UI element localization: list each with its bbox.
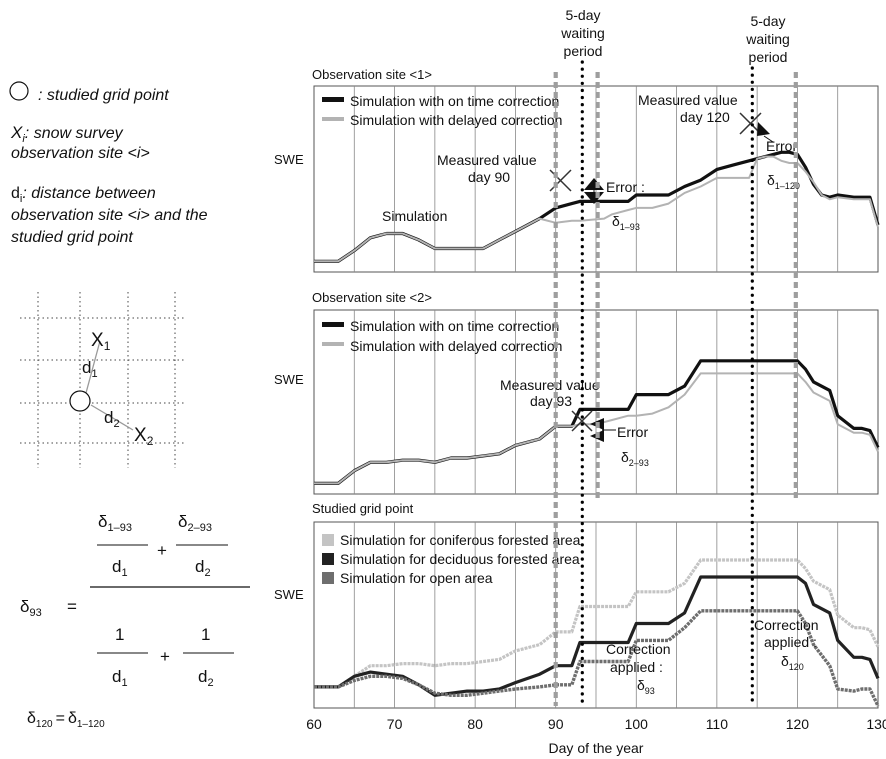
delta-1-93: δ1–93 bbox=[612, 213, 640, 232]
measured-90-line1: Measured value bbox=[437, 152, 537, 168]
waiting-label-1: 5-day waiting period bbox=[560, 7, 605, 59]
panel-2-ylabel: SWE bbox=[274, 372, 304, 387]
measured-93-line1: Measured value bbox=[500, 377, 600, 393]
series-line-1 bbox=[314, 558, 880, 689]
measured-120-line2: day 120 bbox=[680, 109, 730, 125]
formula-lhs: δ93 bbox=[20, 597, 42, 619]
legend-deciduous: Simulation for deciduous forested area bbox=[340, 551, 580, 567]
measured-90-line2: day 90 bbox=[468, 169, 510, 185]
circle-legend-text: : studied grid point bbox=[38, 87, 169, 104]
panel-3-ylabel: SWE bbox=[274, 587, 304, 602]
panel-3-gridlines bbox=[353, 522, 839, 708]
svg-text:5-day: 5-day bbox=[750, 13, 785, 29]
formula-one-left: 1 bbox=[115, 625, 124, 644]
d1-label: d1 bbox=[82, 358, 98, 380]
left-legend: : studied grid point Xi: snow survey obs… bbox=[9, 81, 208, 246]
legend-open: Simulation for open area bbox=[340, 570, 493, 586]
svg-text:period: period bbox=[564, 43, 603, 59]
panel-3-legend: Simulation for coniferous forested area … bbox=[322, 532, 581, 586]
studied-grid-point-icon bbox=[9, 81, 29, 101]
panel-1-ylabel: SWE bbox=[274, 152, 304, 167]
panel-2-series bbox=[314, 359, 880, 485]
correction-93-line2: applied : bbox=[610, 659, 663, 675]
grid-schematic: X1 d1 d2 X2 bbox=[20, 292, 185, 468]
delta-2-93: δ2–93 bbox=[621, 449, 649, 468]
x-axis: 60 70 80 90 100 110 120 130 bbox=[306, 716, 886, 732]
correction-93-line1: Correction bbox=[606, 641, 671, 657]
formula-bottom-d2: d2 bbox=[198, 667, 214, 689]
panel-1-legend: Simulation with on time correction Simul… bbox=[322, 93, 562, 128]
panel-1: Observation site <1> SWE Simulation with… bbox=[274, 67, 880, 273]
formula-equals: = bbox=[67, 597, 77, 616]
x2-label: X2 bbox=[134, 425, 154, 448]
formula-num1: δ1–93 bbox=[98, 512, 132, 534]
x-tick-120: 120 bbox=[786, 716, 810, 732]
legend-ontime-2: Simulation with on time correction bbox=[350, 318, 559, 334]
error-1-93-text: Error : bbox=[606, 179, 645, 195]
panel-1-gridlines bbox=[353, 86, 839, 272]
panel-2: Observation site <2> SWE Simulation with… bbox=[274, 290, 880, 495]
error-2-93-text: Error bbox=[617, 424, 648, 440]
delta-1-120: δ1–120 bbox=[767, 172, 800, 191]
x-axis-label: Day of the year bbox=[549, 740, 644, 756]
panel-2-title: Observation site <2> bbox=[312, 290, 432, 305]
x-tick-130: 130 bbox=[866, 716, 886, 732]
panel-2-legend: Simulation with on time correction Simul… bbox=[322, 318, 562, 354]
x-tick-80: 80 bbox=[467, 716, 483, 732]
di-legend-line3: studied grid point bbox=[11, 229, 133, 246]
waiting-label-2: 5-day waiting period bbox=[745, 13, 790, 65]
x-tick-110: 110 bbox=[706, 716, 729, 732]
series-line-2 bbox=[314, 372, 879, 485]
x-tick-70: 70 bbox=[387, 716, 403, 732]
correction-delta-93: δ93 bbox=[637, 677, 655, 696]
xi-symbol: Xi: snow survey bbox=[10, 123, 124, 145]
svg-text:5-day: 5-day bbox=[565, 7, 600, 23]
x-tick-100: 100 bbox=[625, 716, 649, 732]
formula-den-d1: d1 bbox=[112, 557, 128, 579]
di-legend-line2: observation site <i> and the bbox=[11, 207, 208, 224]
series-line-3 bbox=[314, 609, 880, 707]
correction-delta-120: δ120 bbox=[781, 653, 804, 672]
panel-3-series bbox=[314, 558, 880, 707]
formula-delta120: δ120 = δ1–120 bbox=[27, 710, 105, 730]
simulation-annotation: Simulation bbox=[382, 208, 447, 224]
panel-1-series bbox=[314, 150, 880, 263]
di-symbol: di: distance between bbox=[11, 185, 156, 205]
x-tick-90: 90 bbox=[548, 716, 564, 732]
formula-plus-bottom: + bbox=[160, 647, 170, 666]
svg-text:waiting: waiting bbox=[560, 25, 605, 41]
formula-plus-top: + bbox=[157, 541, 167, 560]
series-line-2 bbox=[314, 155, 879, 263]
measured-93-marker bbox=[571, 410, 593, 432]
panel-1-title: Observation site <1> bbox=[312, 67, 432, 82]
correction-120-line2: applied : bbox=[764, 634, 817, 650]
measured-120-line1: Measured value bbox=[638, 92, 738, 108]
formula-one-right: 1 bbox=[201, 625, 210, 644]
xi-legend-line2: observation site <i> bbox=[11, 145, 150, 162]
measured-90-marker bbox=[549, 169, 572, 192]
legend-delayed-1: Simulation with delayed correction bbox=[350, 112, 562, 128]
legend-ontime-1: Simulation with on time correction bbox=[350, 93, 559, 109]
panel-3-title: Studied grid point bbox=[312, 501, 414, 516]
x-tick-60: 60 bbox=[306, 716, 322, 732]
grid-point-circle-icon bbox=[69, 390, 91, 412]
legend-delayed-2: Simulation with delayed correction bbox=[350, 338, 562, 354]
error-1-120-text: Error bbox=[766, 138, 797, 154]
svg-text:waiting: waiting bbox=[745, 31, 790, 47]
measured-93-line2: day 93 bbox=[530, 393, 572, 409]
formula-den-d2: d2 bbox=[195, 557, 211, 579]
x1-label: X1 bbox=[91, 330, 111, 353]
d2-label: d2 bbox=[104, 408, 120, 430]
svg-text:period: period bbox=[749, 49, 788, 65]
formula-bottom-d1: d1 bbox=[112, 667, 128, 689]
formula-num2: δ2–93 bbox=[178, 512, 212, 534]
legend-coniferous: Simulation for coniferous forested area bbox=[340, 532, 581, 548]
waiting-period-markers bbox=[553, 60, 798, 708]
panel-3: Studied grid point SWE Simulation for co… bbox=[274, 501, 886, 756]
formula: δ93 = δ1–93 d1 + δ2–93 d2 1 d1 + 1 d2 δ1… bbox=[20, 512, 250, 730]
correction-120-line1: Correction bbox=[754, 617, 819, 633]
